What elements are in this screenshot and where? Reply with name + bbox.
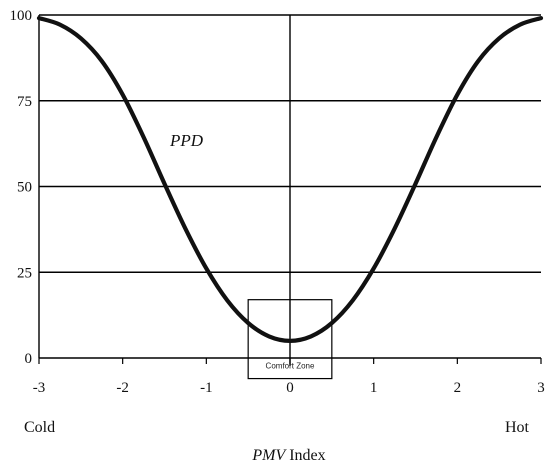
- x-tick-label: -1: [200, 380, 213, 396]
- x-caption-hot: Hot: [505, 419, 530, 436]
- series-line-ppd: [36, 15, 544, 343]
- series-layer: [36, 15, 544, 343]
- x-tick-label: 0: [286, 380, 294, 396]
- x-tick-label: 3: [537, 380, 545, 396]
- x-axis-label: PMV Index: [251, 447, 325, 464]
- comfort-zone-annotation: Comfort Zone: [247, 299, 333, 380]
- x-axis-label-rest: Index: [285, 447, 325, 464]
- x-tick-label: 2: [454, 380, 462, 396]
- y-tick-label: 50: [17, 180, 32, 196]
- tick-labels: 0 25 50 75 100 -3 -2 -1 0 1 2 3: [10, 8, 545, 396]
- x-tick-label: -2: [116, 380, 129, 396]
- y-tick-label: 75: [17, 94, 32, 110]
- comfort-zone-label: Comfort Zone: [266, 361, 315, 370]
- x-axis-label-italic: PMV: [251, 447, 287, 464]
- comfort-zone-box: [247, 299, 333, 380]
- x-tick-label: 1: [370, 380, 378, 396]
- y-tick-label: 0: [25, 351, 33, 367]
- y-tick-label: 25: [17, 265, 32, 281]
- series-label-ppd: PPD: [169, 131, 204, 150]
- y-tick-label: 100: [10, 8, 33, 24]
- axes: [38, 15, 542, 366]
- x-tick-label: -3: [33, 380, 46, 396]
- x-caption-cold: Cold: [24, 419, 55, 436]
